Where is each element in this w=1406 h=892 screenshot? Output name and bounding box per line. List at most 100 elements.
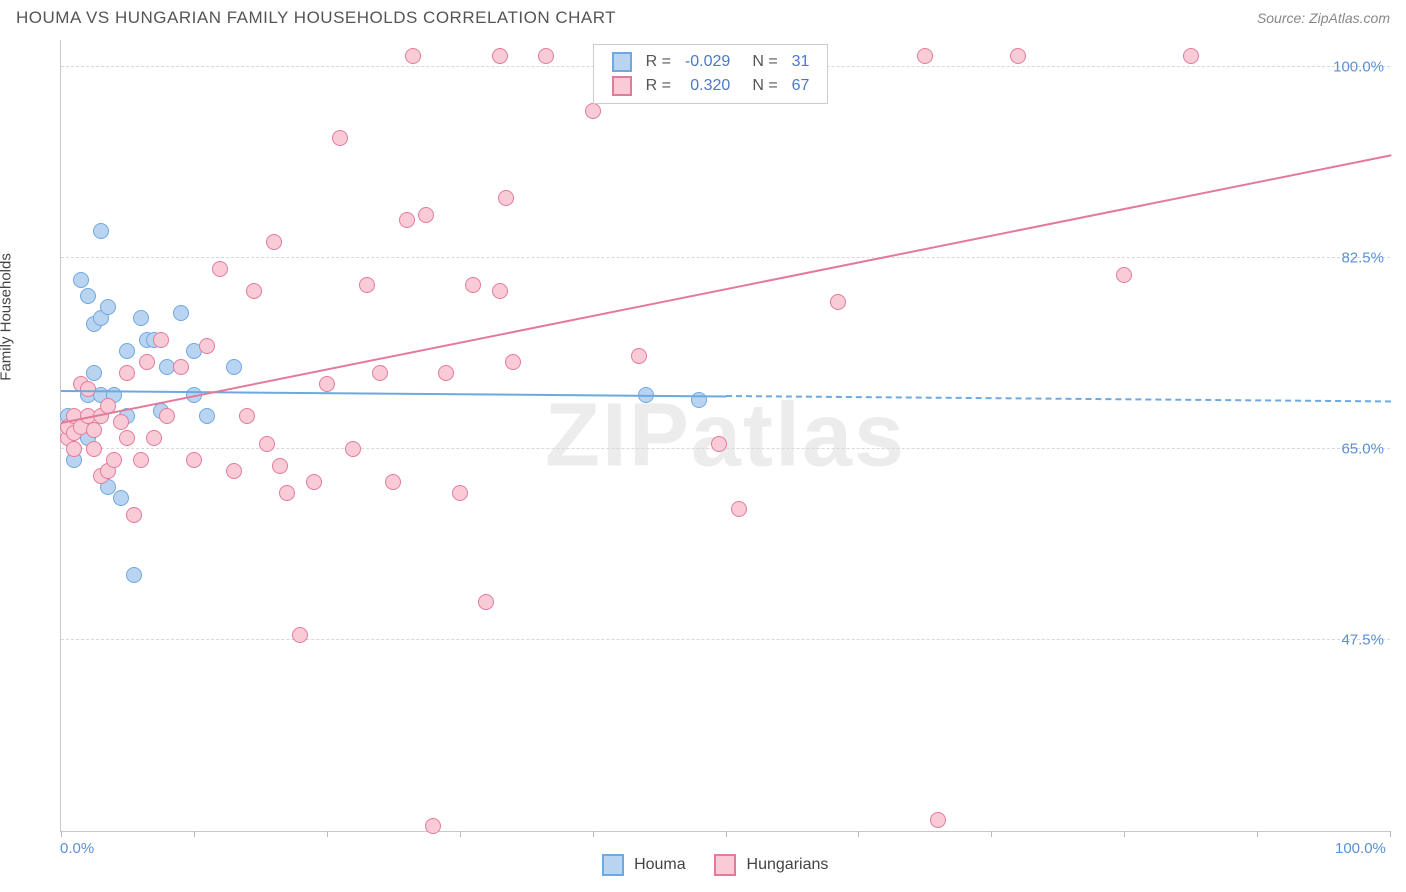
data-point	[438, 365, 454, 381]
data-point	[73, 272, 89, 288]
data-point	[86, 441, 102, 457]
n-label: N =	[738, 75, 783, 97]
data-point	[266, 234, 282, 250]
data-point	[259, 436, 275, 452]
data-point	[492, 48, 508, 64]
data-point	[405, 48, 421, 64]
x-tick	[991, 831, 992, 837]
data-point	[159, 408, 175, 424]
data-point	[226, 463, 242, 479]
legend-swatch	[612, 52, 632, 72]
data-point	[272, 458, 288, 474]
x-tick	[858, 831, 859, 837]
data-point	[399, 212, 415, 228]
legend-swatch-hungarians	[714, 854, 736, 876]
x-tick	[1257, 831, 1258, 837]
data-point	[66, 441, 82, 457]
data-point	[199, 408, 215, 424]
data-point	[113, 414, 129, 430]
data-point	[478, 594, 494, 610]
gridline	[61, 257, 1390, 258]
watermark: ZIPatlas	[545, 384, 906, 487]
data-point	[425, 818, 441, 834]
data-point	[80, 381, 96, 397]
data-point	[126, 567, 142, 583]
data-point	[153, 332, 169, 348]
data-point	[113, 490, 129, 506]
n-value: 31	[786, 51, 816, 73]
data-point	[239, 408, 255, 424]
data-point	[711, 436, 727, 452]
x-tick	[194, 831, 195, 837]
trend-line	[61, 390, 726, 397]
r-value: -0.029	[679, 51, 736, 73]
y-axis-label: Family Households	[0, 253, 15, 381]
n-value: 67	[786, 75, 816, 97]
y-tick-label: 65.0%	[1341, 441, 1384, 458]
r-label: R =	[640, 75, 677, 97]
data-point	[631, 348, 647, 364]
data-point	[133, 452, 149, 468]
data-point	[465, 277, 481, 293]
legend-label-hungarians: Hungarians	[747, 856, 829, 873]
data-point	[246, 283, 262, 299]
r-label: R =	[640, 51, 677, 73]
data-point	[100, 299, 116, 315]
data-point	[80, 288, 96, 304]
data-point	[186, 452, 202, 468]
data-point	[319, 376, 335, 392]
x-tick	[1124, 831, 1125, 837]
data-point	[119, 343, 135, 359]
data-point	[306, 474, 322, 490]
x-tick	[61, 831, 62, 837]
source-attribution: Source: ZipAtlas.com	[1257, 10, 1390, 26]
plot-area: ZIPatlas 47.5%65.0%82.5%100.0%R =-0.029N…	[60, 40, 1390, 832]
data-point	[930, 812, 946, 828]
legend-swatch	[612, 76, 632, 96]
x-tick	[1390, 831, 1391, 837]
data-point	[332, 130, 348, 146]
x-axis-label-min: 0.0%	[60, 840, 94, 857]
data-point	[345, 441, 361, 457]
data-point	[418, 207, 434, 223]
stats-legend-box: R =-0.029N =31 R =0.320N =67	[593, 44, 829, 104]
x-tick	[460, 831, 461, 837]
data-point	[1116, 267, 1132, 283]
y-tick-label: 82.5%	[1341, 250, 1384, 267]
data-point	[199, 338, 215, 354]
x-tick	[726, 831, 727, 837]
x-tick	[593, 831, 594, 837]
data-point	[173, 359, 189, 375]
data-point	[173, 305, 189, 321]
data-point	[106, 452, 122, 468]
x-axis-label-max: 100.0%	[1335, 840, 1386, 857]
data-point	[498, 190, 514, 206]
chart-container: Family Households ZIPatlas 47.5%65.0%82.…	[16, 40, 1390, 832]
data-point	[731, 501, 747, 517]
r-value: 0.320	[679, 75, 736, 97]
data-point	[538, 48, 554, 64]
data-point	[385, 474, 401, 490]
header: HOUMA VS HUNGARIAN FAMILY HOUSEHOLDS COR…	[0, 0, 1406, 32]
legend-swatch-houma	[602, 854, 624, 876]
data-point	[372, 365, 388, 381]
x-tick	[327, 831, 328, 837]
data-point	[212, 261, 228, 277]
data-point	[1010, 48, 1026, 64]
data-point	[585, 103, 601, 119]
data-point	[93, 223, 109, 239]
n-label: N =	[738, 51, 783, 73]
data-point	[86, 365, 102, 381]
data-point	[492, 283, 508, 299]
data-point	[830, 294, 846, 310]
data-point	[119, 365, 135, 381]
data-point	[279, 485, 295, 501]
data-point	[917, 48, 933, 64]
data-point	[505, 354, 521, 370]
data-point	[1183, 48, 1199, 64]
data-point	[139, 354, 155, 370]
gridline	[61, 639, 1390, 640]
data-point	[119, 430, 135, 446]
page-title: HOUMA VS HUNGARIAN FAMILY HOUSEHOLDS COR…	[16, 8, 616, 28]
trend-line	[726, 395, 1391, 402]
